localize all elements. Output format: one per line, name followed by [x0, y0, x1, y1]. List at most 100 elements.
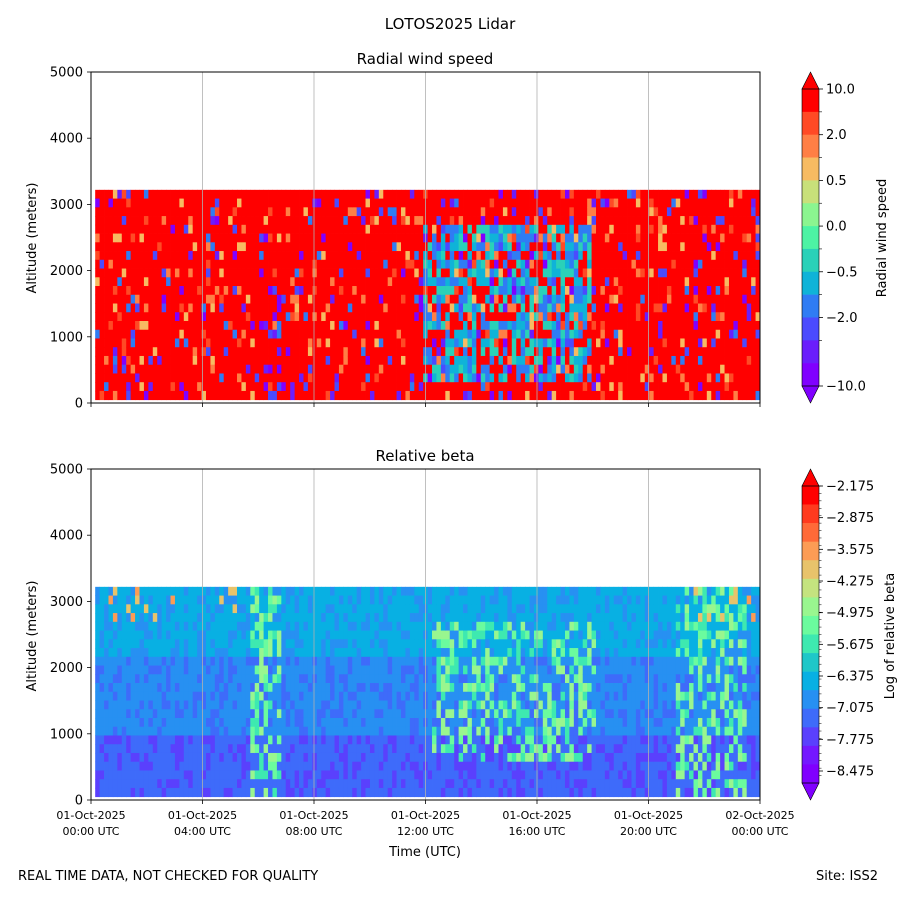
heatmap-cell	[179, 586, 185, 596]
heatmap-cell	[547, 268, 553, 278]
heatmap-cell	[325, 312, 331, 322]
heatmap-cell	[507, 268, 513, 278]
heatmap-cell	[321, 329, 327, 339]
heatmap-cell	[290, 233, 296, 243]
heatmap-cell	[445, 347, 451, 357]
heatmap-cell	[547, 338, 553, 348]
heatmap-cell	[259, 717, 264, 728]
heatmap-cell	[250, 216, 256, 226]
heatmap-cell	[210, 355, 216, 366]
heatmap-cell	[263, 312, 269, 322]
heatmap-cell	[245, 630, 251, 640]
heatmap-cell	[680, 277, 686, 287]
heatmap-cell	[458, 277, 464, 287]
heatmap-cell	[369, 198, 375, 208]
heatmap-cell	[290, 312, 296, 322]
heatmap-cell	[432, 251, 437, 261]
heatmap-cell	[161, 726, 167, 736]
heatmap-cell	[755, 294, 760, 304]
heatmap-cell	[604, 364, 610, 374]
heatmap-cell	[157, 312, 163, 322]
heatmap-cell	[281, 286, 287, 296]
heatmap-cell	[276, 216, 282, 226]
heatmap-cell	[755, 207, 760, 217]
heatmap-cell	[489, 329, 495, 339]
heatmap-cell	[596, 251, 601, 261]
heatmap-cell	[99, 621, 105, 631]
heatmap-cell	[343, 242, 349, 252]
heatmap-cell	[325, 735, 331, 745]
heatmap-cell	[135, 709, 140, 719]
heatmap-cell	[684, 329, 690, 339]
heatmap-cell	[347, 382, 353, 392]
heatmap-cell	[152, 683, 158, 693]
heatmap-cell	[135, 189, 140, 199]
heatmap-cell	[338, 329, 344, 339]
heatmap-cell	[471, 251, 477, 261]
heatmap-cell	[680, 320, 686, 331]
heatmap-cell	[307, 347, 313, 357]
heatmap-cell	[613, 303, 619, 313]
heatmap-cell	[573, 198, 579, 208]
heatmap-cell	[108, 691, 114, 701]
heatmap-cell	[587, 347, 592, 357]
heatmap-cell	[223, 338, 229, 348]
heatmap-cell	[649, 268, 655, 278]
heatmap-cell	[440, 268, 446, 278]
heatmap-cell	[117, 752, 123, 763]
heatmap-cell	[135, 595, 140, 605]
heatmap-cell	[671, 303, 677, 313]
heatmap-cell	[516, 286, 522, 296]
heatmap-cell	[263, 347, 269, 357]
heatmap-cell	[299, 770, 304, 780]
heatmap-cell	[347, 338, 353, 348]
heatmap-cell	[622, 277, 628, 287]
heatmap-cell	[126, 277, 132, 287]
heatmap-cell	[321, 224, 327, 234]
heatmap-cell	[104, 770, 109, 780]
heatmap-cell	[613, 198, 619, 208]
heatmap-cell	[170, 198, 176, 208]
heatmap-cell	[99, 709, 105, 719]
heatmap-cell	[228, 735, 233, 745]
heatmap-cell	[299, 674, 304, 684]
heatmap-cell	[170, 312, 176, 322]
heatmap-cell	[259, 613, 264, 623]
heatmap-cell	[737, 216, 743, 226]
heatmap-cell	[285, 251, 291, 261]
heatmap-cell	[126, 233, 132, 243]
heatmap-cell	[112, 259, 118, 269]
heatmap-cell	[307, 586, 313, 596]
heatmap-cell	[117, 709, 123, 719]
heatmap-cell	[205, 726, 211, 736]
heatmap-cell	[316, 373, 322, 383]
heatmap-cell	[662, 364, 668, 374]
heatmap-cell	[285, 364, 291, 374]
heatmap-cell	[197, 648, 202, 658]
heatmap-cell	[573, 338, 579, 348]
heatmap-cell	[618, 224, 623, 234]
heatmap-cell	[556, 347, 561, 357]
heatmap-cell	[254, 691, 260, 701]
heatmap-cell	[369, 382, 375, 392]
heatmap-cell	[95, 320, 101, 331]
heatmap-cell	[742, 189, 748, 199]
heatmap-cell	[662, 242, 668, 252]
heatmap-cell	[130, 752, 136, 763]
heatmap-cell	[290, 329, 296, 339]
heatmap-cell	[104, 761, 109, 771]
heatmap-cell	[697, 294, 703, 304]
heatmap-cell	[250, 691, 256, 701]
heatmap-cell	[259, 390, 264, 401]
heatmap-cell	[427, 329, 433, 339]
heatmap-cell	[223, 294, 229, 304]
heatmap-cell	[219, 364, 225, 374]
heatmap-cell	[520, 198, 526, 208]
heatmap-cell	[728, 198, 734, 208]
heatmap-cell	[338, 189, 344, 199]
heatmap-cell	[268, 312, 273, 322]
heatmap-cell	[112, 779, 118, 789]
heatmap-cell	[205, 286, 211, 296]
heatmap-cell	[471, 373, 477, 383]
heatmap-cell	[121, 639, 127, 649]
